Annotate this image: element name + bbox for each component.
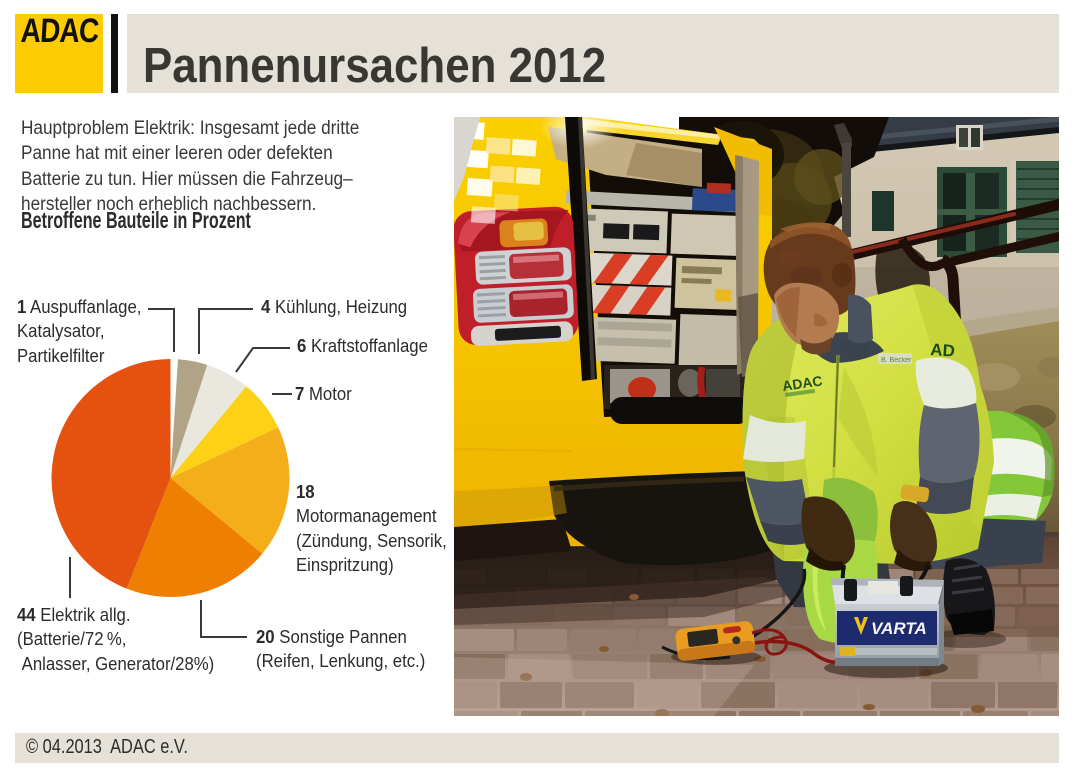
svg-text:VARTA: VARTA xyxy=(871,619,927,638)
svg-text:B. Becker: B. Becker xyxy=(881,357,912,364)
svg-text:ADAC: ADAC xyxy=(781,372,823,393)
svg-text:AD: AD xyxy=(930,340,956,361)
